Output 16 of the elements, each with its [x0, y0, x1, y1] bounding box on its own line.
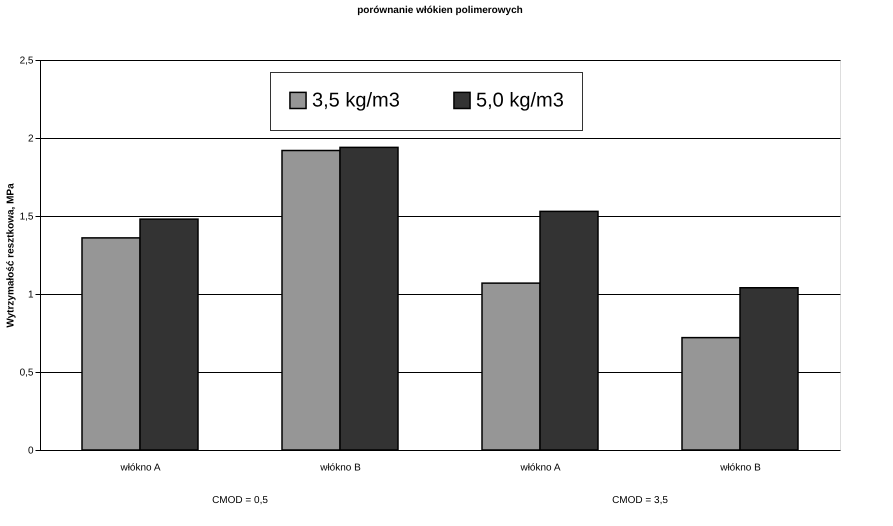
- text: CMOD = 3,5: [612, 495, 668, 506]
- x-tick-label: włókno B: [719, 462, 762, 474]
- y-tick-label: 2,5: [20, 56, 34, 66]
- y-tick-label: 2: [28, 134, 34, 144]
- legend-label: 5,0 kg/m3: [476, 89, 564, 112]
- chart-title: porównanie włókien polimerowych: [357, 5, 523, 16]
- text: CMOD = 0,5: [212, 495, 268, 506]
- x-tick-label: włókno A: [119, 462, 161, 474]
- y-tick-label: 0,5: [20, 368, 34, 378]
- y-tick-label: 0: [28, 446, 34, 456]
- y-tick-label: 1: [28, 290, 34, 300]
- y-axis-title: Wytrzymałość resztkowa, MPa: [6, 182, 17, 328]
- x-tick-label: włókno B: [319, 462, 362, 474]
- y-tick-label: 1,5: [20, 212, 34, 222]
- x-tick-label: włókno A: [519, 462, 561, 474]
- legend-label: 3,5 kg/m3: [312, 89, 400, 112]
